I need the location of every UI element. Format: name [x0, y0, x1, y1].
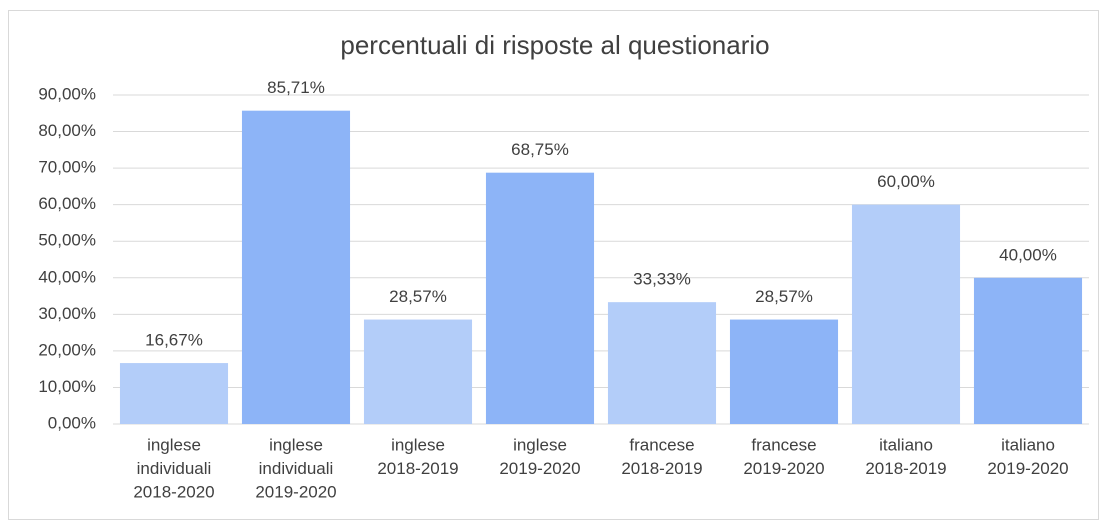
x-tick-label: 2018-2020 — [133, 482, 214, 501]
x-tick-label: francese — [629, 435, 694, 454]
data-label: 60,00% — [877, 172, 935, 191]
x-tick-label: 2019-2020 — [743, 459, 824, 478]
y-tick-label: 70,00% — [38, 158, 96, 177]
x-tick-label: inglese — [147, 435, 201, 454]
x-tick-label: inglese — [513, 435, 567, 454]
data-label: 33,33% — [633, 270, 691, 289]
y-tick-label: 90,00% — [38, 84, 96, 103]
bar — [851, 204, 961, 424]
y-tick-label: 0,00% — [48, 413, 96, 432]
y-tick-label: 10,00% — [38, 377, 96, 396]
y-tick-label: 30,00% — [38, 304, 96, 323]
chart-title: percentuali di risposte al questionario — [340, 30, 769, 60]
y-tick-label: 50,00% — [38, 231, 96, 250]
y-tick-label: 20,00% — [38, 340, 96, 359]
bar — [363, 319, 473, 424]
data-label: 16,67% — [145, 331, 203, 350]
x-tick-label: 2019-2020 — [987, 459, 1068, 478]
x-tick-label: italiano — [879, 435, 933, 454]
x-tick-label: 2018-2019 — [377, 459, 458, 478]
bar — [485, 172, 595, 424]
bar — [119, 363, 229, 424]
data-label: 68,75% — [511, 140, 569, 159]
x-tick-label: inglese — [391, 435, 445, 454]
y-tick-label: 80,00% — [38, 121, 96, 140]
x-tick-label: individuali — [137, 459, 212, 478]
data-label: 85,71% — [267, 78, 325, 97]
x-tick-label: 2018-2019 — [621, 459, 702, 478]
x-tick-label: individuali — [259, 459, 334, 478]
bar — [241, 110, 351, 424]
bar — [973, 277, 1083, 424]
x-tick-label: 2019-2020 — [499, 459, 580, 478]
x-tick-label: 2019-2020 — [255, 482, 336, 501]
x-tick-label: inglese — [269, 435, 323, 454]
data-label: 28,57% — [755, 287, 813, 306]
bar — [729, 319, 839, 424]
y-tick-label: 40,00% — [38, 267, 96, 286]
x-tick-label: italiano — [1001, 435, 1055, 454]
x-tick-label: francese — [751, 435, 816, 454]
data-label: 40,00% — [999, 245, 1057, 264]
y-tick-label: 60,00% — [38, 194, 96, 213]
bar — [607, 302, 717, 424]
data-label: 28,57% — [389, 287, 447, 306]
x-tick-label: 2018-2019 — [865, 459, 946, 478]
